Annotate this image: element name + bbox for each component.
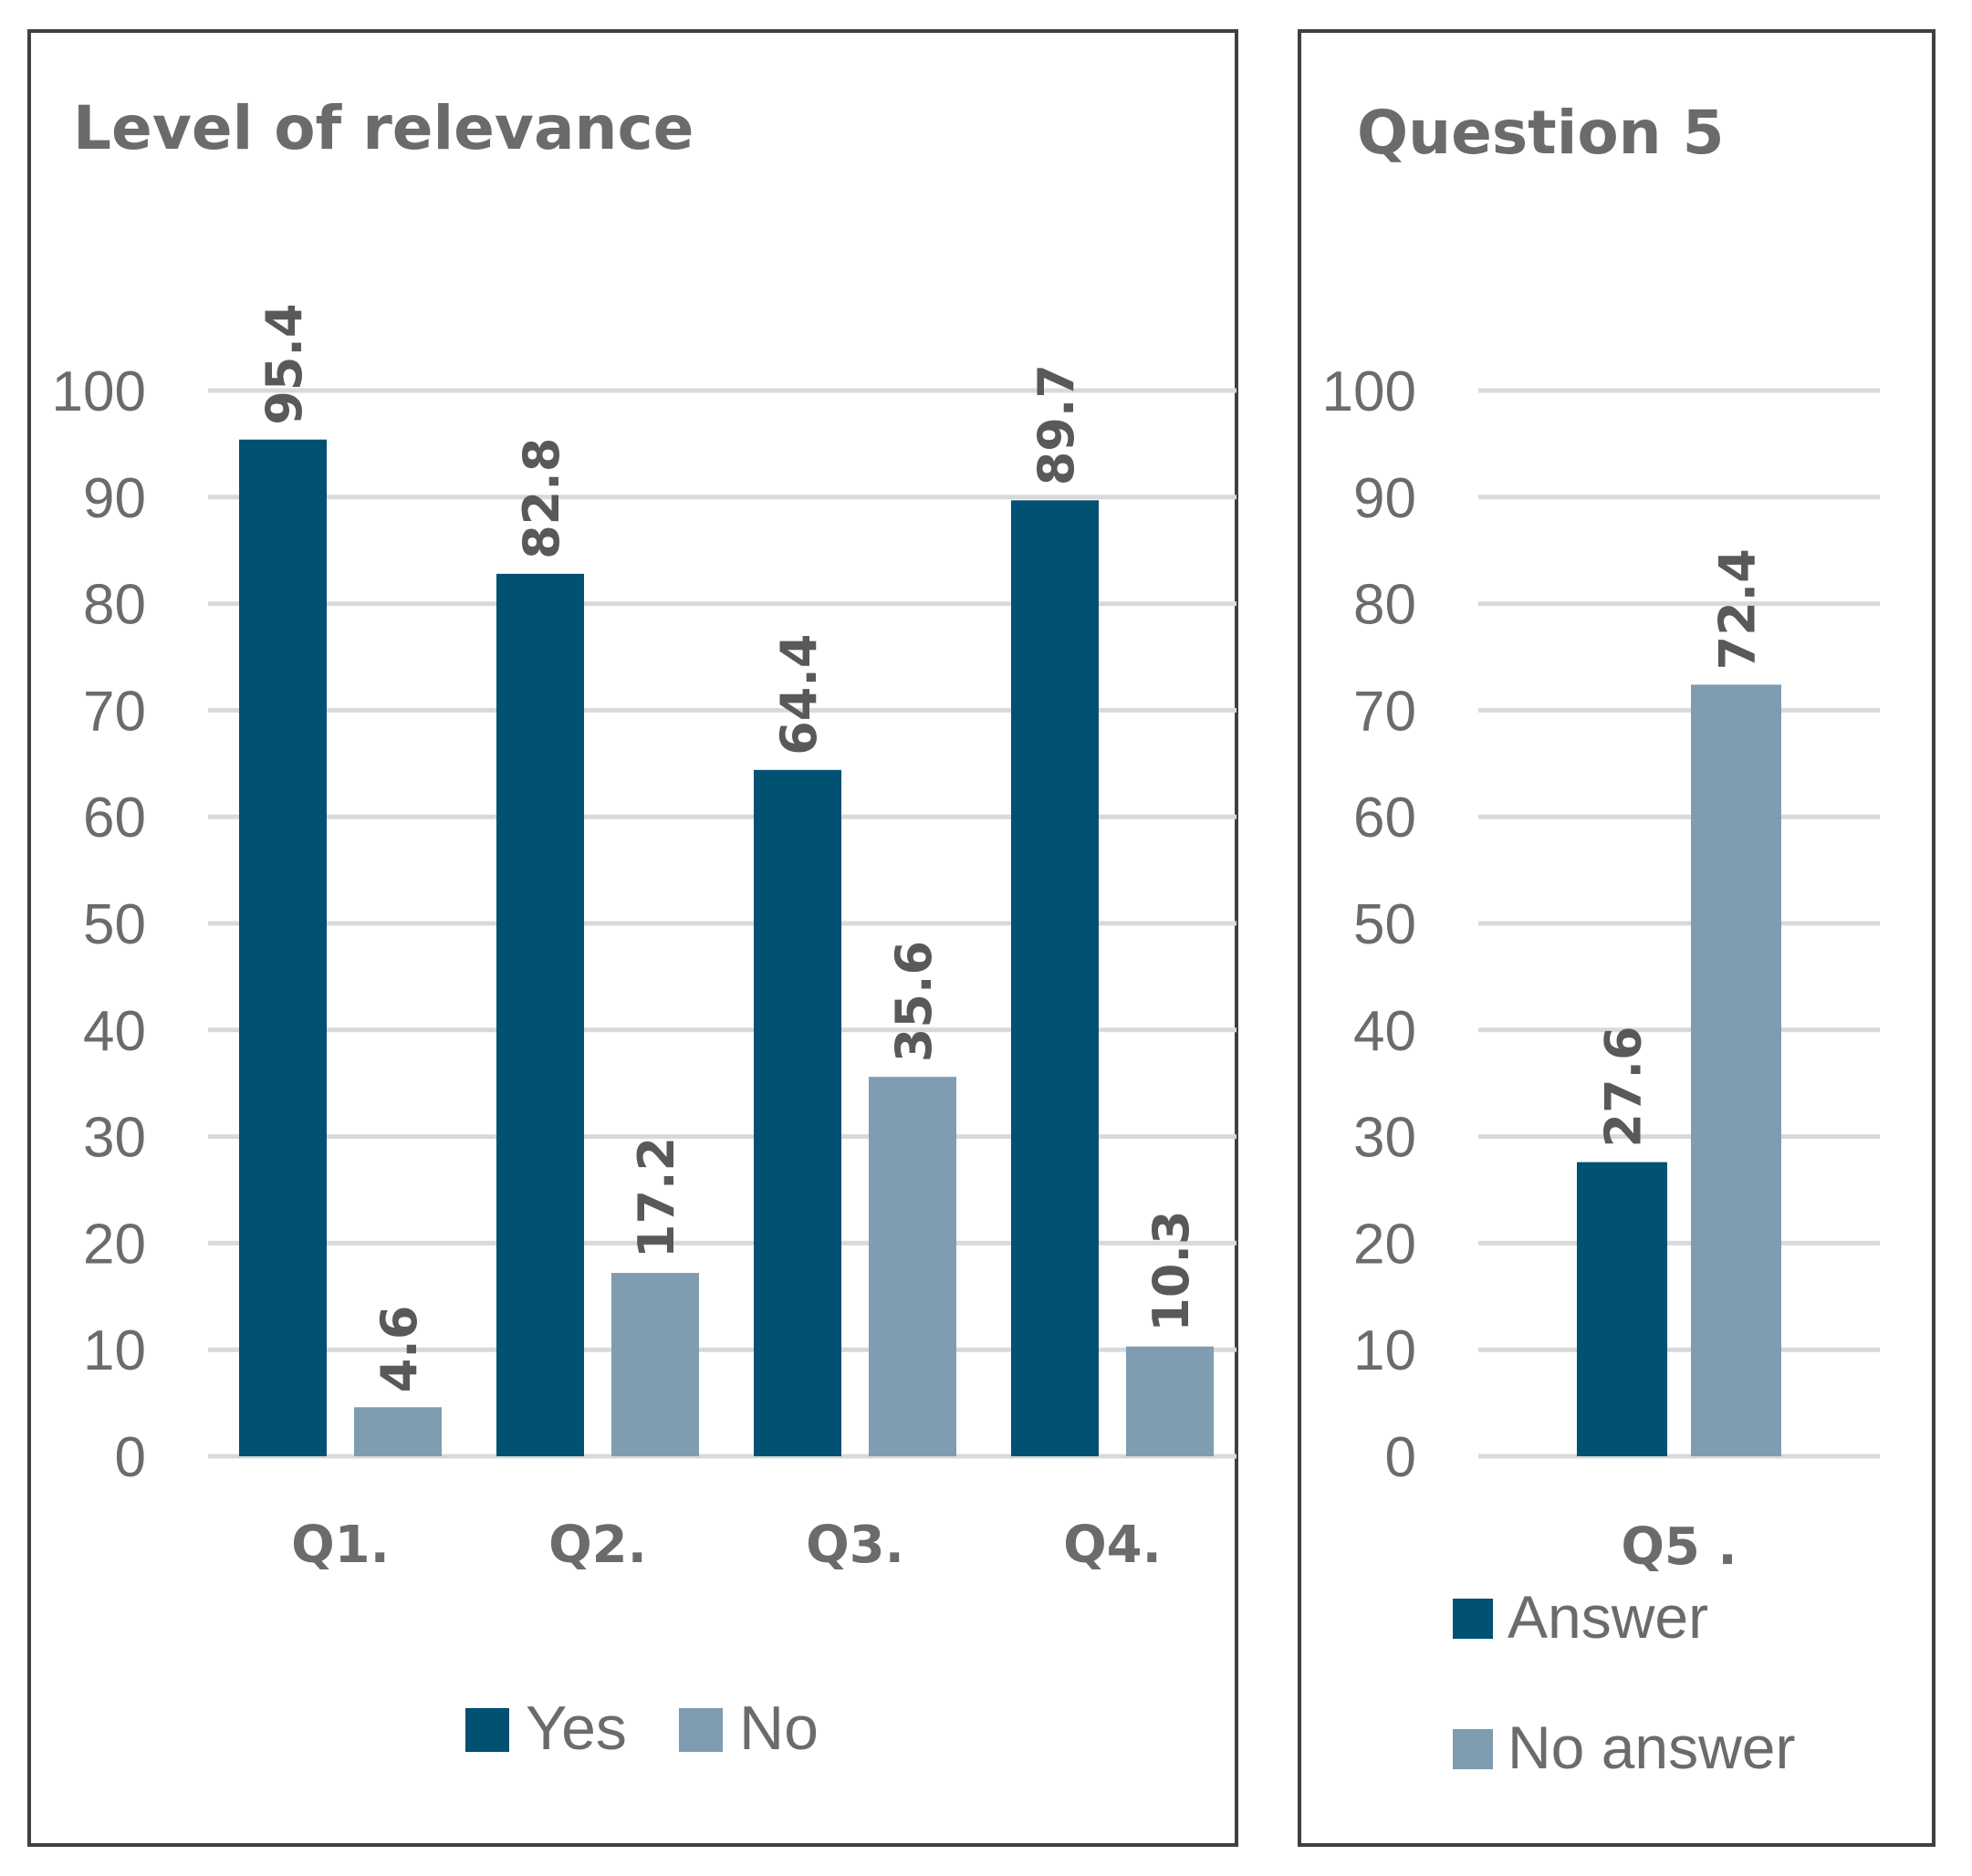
- relevance-bars: [239, 439, 1214, 1457]
- question5-bars: [1577, 684, 1781, 1456]
- question5-x-axis: Q5 .: [1621, 1517, 1737, 1577]
- question5-legend: Answer No answer: [1453, 1583, 1795, 1781]
- x-tick-label: Q3.: [806, 1516, 904, 1575]
- legend-swatch-no-answer: [1453, 1729, 1493, 1769]
- y-tick-label: 70: [83, 680, 146, 743]
- data-label: 82.8: [513, 438, 570, 559]
- y-tick-label: 90: [1353, 467, 1416, 530]
- y-tick-label: 30: [83, 1107, 146, 1170]
- bar-yes-4: [1011, 500, 1099, 1457]
- y-tick-label: 100: [1322, 360, 1416, 423]
- relevance-chart-title: Level of relevance: [73, 93, 694, 163]
- bar-no-answer-1: [1691, 684, 1781, 1456]
- bar-yes-1: [239, 439, 327, 1456]
- y-tick-label: 20: [83, 1213, 146, 1276]
- bar-answer-1: [1577, 1162, 1667, 1456]
- relevance-x-axis: Q1. Q2. Q3. Q4.: [291, 1516, 1162, 1575]
- question5-chart-title: Question 5: [1357, 98, 1725, 168]
- relevance-chart-panel: Level of relevance 0 10 20 30 40 50 60 70 80 90 10…: [27, 29, 1238, 1847]
- bar-no-4: [1126, 1346, 1214, 1456]
- y-tick-label: 0: [115, 1426, 146, 1489]
- data-label: 95.4: [256, 303, 313, 424]
- relevance-value-labels: 95.4 4.6 82.8 17.2 64.4 35.6 89.7 10.3: [256, 303, 1200, 1392]
- question5-chart-frame: [1298, 29, 1935, 1847]
- y-tick-label: 10: [1353, 1319, 1416, 1382]
- question5-y-axis: 0 10 20 30 40 50 60 70 80 90 100: [1322, 360, 1416, 1489]
- y-tick-label: 10: [83, 1319, 146, 1382]
- bar-no-3: [869, 1077, 956, 1456]
- legend-label-no-answer: No answer: [1508, 1714, 1795, 1781]
- data-label: 64.4: [770, 634, 828, 756]
- y-tick-label: 80: [83, 574, 146, 637]
- data-label: 4.6: [370, 1306, 428, 1393]
- bar-no-2: [611, 1273, 699, 1456]
- y-tick-label: 20: [1353, 1213, 1416, 1276]
- data-label: 10.3: [1143, 1210, 1200, 1331]
- bar-yes-2: [496, 573, 584, 1456]
- x-tick-label: Q4.: [1063, 1516, 1162, 1575]
- y-tick-label: 30: [1353, 1107, 1416, 1170]
- bar-no-1: [354, 1407, 442, 1456]
- y-tick-label: 40: [83, 1000, 146, 1063]
- legend-label-no: No: [739, 1694, 819, 1763]
- legend-label-answer: Answer: [1508, 1583, 1708, 1651]
- bar-yes-3: [754, 769, 841, 1456]
- x-tick-label: Q2.: [548, 1516, 647, 1575]
- question5-gridlines: [1478, 388, 1880, 1459]
- y-tick-label: 80: [1353, 574, 1416, 637]
- data-label: 27.6: [1595, 1026, 1653, 1147]
- legend-swatch-answer: [1453, 1599, 1493, 1639]
- y-tick-label: 70: [1353, 680, 1416, 743]
- relevance-y-axis: 0 10 20 30 40 50 60 70 80 90 100: [52, 360, 146, 1489]
- y-tick-label: 60: [83, 787, 146, 849]
- x-tick-label: Q1.: [291, 1516, 390, 1575]
- data-label: 89.7: [1028, 364, 1085, 485]
- y-tick-label: 50: [83, 893, 146, 956]
- y-tick-label: 0: [1385, 1426, 1416, 1489]
- legend-swatch-yes: [465, 1708, 509, 1752]
- y-tick-label: 50: [1353, 893, 1416, 956]
- relevance-legend: Yes No: [465, 1694, 819, 1763]
- question5-value-labels: 27.6 72.4: [1595, 548, 1767, 1147]
- legend-label-yes: Yes: [526, 1694, 627, 1763]
- data-label: 17.2: [628, 1137, 685, 1258]
- y-tick-label: 40: [1353, 1000, 1416, 1063]
- data-label: 35.6: [885, 941, 943, 1062]
- x-tick-label: Q5 .: [1621, 1517, 1737, 1577]
- y-tick-label: 60: [1353, 787, 1416, 849]
- question5-chart-panel: Question 5 0 10 20 30 40 50 60 70 80 90 100 27.6 72…: [1298, 29, 1935, 1847]
- y-tick-label: 100: [52, 360, 146, 423]
- y-tick-label: 90: [83, 467, 146, 530]
- data-label: 72.4: [1709, 548, 1767, 670]
- legend-swatch-no: [679, 1708, 723, 1752]
